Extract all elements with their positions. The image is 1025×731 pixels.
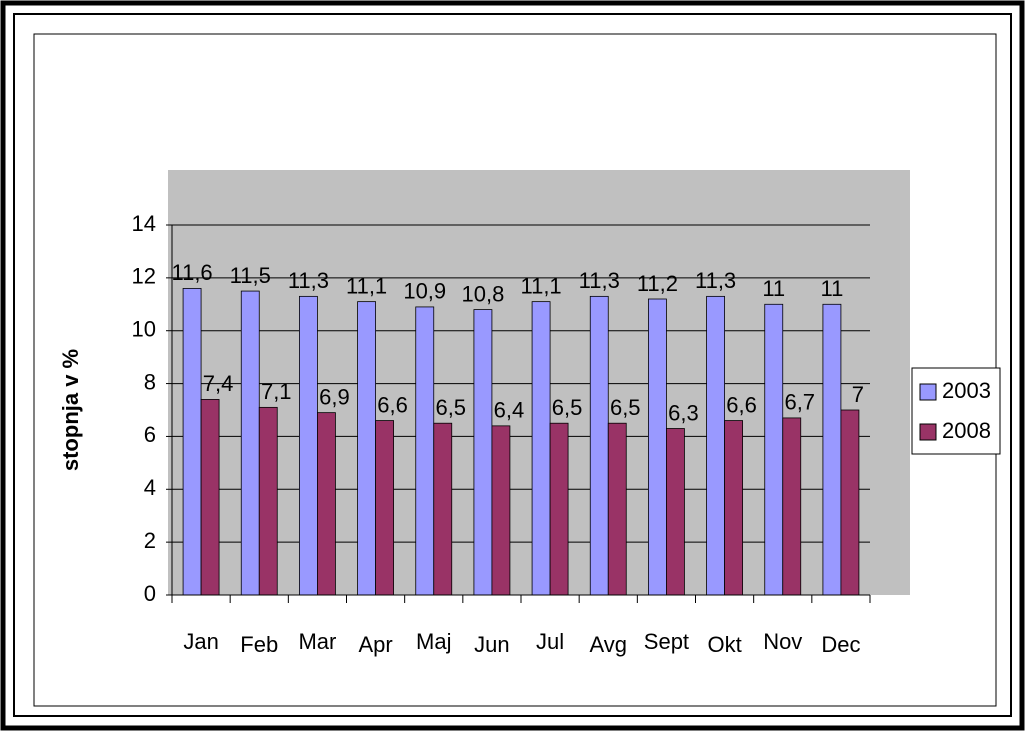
x-tick-label: Feb [240,632,278,657]
value-label: 6,7 [784,390,815,415]
bar [531,301,551,596]
bar [648,298,667,596]
value-label: 7,1 [261,379,292,404]
bar [473,309,493,596]
x-tick-label: Mar [298,629,336,654]
value-label: 6,5 [435,395,466,420]
bar [357,301,376,596]
y-axis-title: stopnja v % [58,349,83,471]
bar [375,420,394,596]
x-tick-label: Apr [358,632,392,657]
y-tick-label: 4 [144,475,156,500]
legend-box [911,367,1001,455]
bar [415,306,435,596]
value-label: 7,4 [203,371,234,396]
x-tick-label: Avg [589,632,627,657]
value-label: 11,1 [520,273,561,298]
value-label: 11 [820,276,843,301]
y-tick-label: 12 [132,264,156,289]
value-label: 11,3 [579,268,620,293]
x-tick-label: Dec [821,632,860,657]
inner-frame [13,13,1012,717]
bar [240,290,260,596]
value-label: 10,8 [462,281,505,306]
legend-swatch [919,423,937,441]
value-label: 11,3 [288,268,329,293]
x-tick-label: Maj [416,629,451,654]
y-tick-label: 10 [132,317,156,342]
bar [724,420,743,596]
bar [822,303,842,596]
value-label: 6,5 [610,395,641,420]
value-label: 11,1 [346,273,387,298]
y-tick-label: 8 [144,369,156,394]
value-label: 6,5 [552,395,583,420]
x-tick-label: Nov [763,629,802,654]
bar [607,422,627,596]
bar [764,303,784,596]
bar [433,422,453,596]
bar [182,288,202,596]
bar [840,409,860,596]
bar [706,295,725,596]
bar [782,417,802,596]
value-label: 11,3 [695,268,736,293]
value-label: 6,9 [319,384,350,409]
bar [666,428,685,596]
value-label: 11,5 [230,263,271,288]
y-tick-label: 6 [144,422,156,447]
x-tick-label: Jan [183,629,218,654]
x-tick-label: Jun [474,632,509,657]
value-label: 6,6 [726,392,757,417]
x-tick-label: Okt [707,632,741,657]
bar [317,412,336,596]
bar [299,295,318,596]
bar [491,425,511,596]
value-label: 6,4 [494,398,525,423]
value-label: 11 [762,276,785,301]
x-tick-label: Jul [536,629,564,654]
value-label: 11,2 [637,271,678,296]
value-label: 7 [852,382,864,407]
value-label: 6,6 [377,392,408,417]
bar [200,399,220,596]
legend-label: 2008 [942,418,991,443]
bar [549,422,569,596]
y-tick-label: 14 [132,211,156,236]
y-tick-label: 0 [144,581,156,606]
bar [589,295,609,596]
legend-swatch [919,383,937,401]
y-tick-label: 2 [144,528,156,553]
x-tick-label: Sept [644,629,689,654]
bar [258,406,278,596]
legend-label: 2003 [942,378,991,403]
value-label: 11,6 [171,260,212,285]
value-label: 6,3 [668,400,699,425]
value-label: 10,9 [403,279,446,304]
